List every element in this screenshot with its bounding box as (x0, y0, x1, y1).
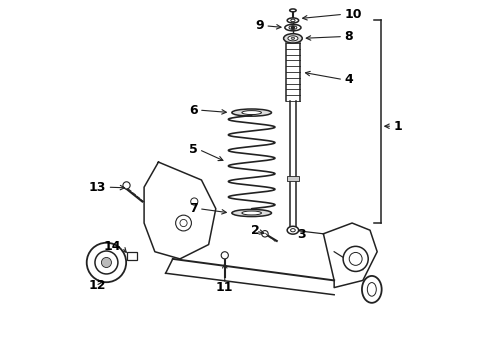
Ellipse shape (231, 109, 271, 116)
Ellipse shape (289, 9, 296, 12)
Ellipse shape (242, 211, 261, 215)
Circle shape (101, 257, 111, 267)
Ellipse shape (288, 26, 296, 30)
Circle shape (95, 251, 118, 274)
Text: 12: 12 (88, 279, 106, 292)
Ellipse shape (242, 111, 261, 114)
Ellipse shape (287, 36, 297, 41)
Bar (286, 176, 298, 181)
Text: 9: 9 (255, 19, 264, 32)
Circle shape (86, 243, 126, 282)
Circle shape (122, 182, 130, 189)
Text: 4: 4 (344, 73, 352, 86)
Text: 7: 7 (189, 202, 198, 215)
Ellipse shape (290, 37, 294, 40)
Text: 5: 5 (189, 143, 198, 156)
Text: 8: 8 (344, 30, 352, 43)
Text: 10: 10 (344, 8, 361, 21)
Circle shape (180, 220, 187, 226)
FancyBboxPatch shape (127, 252, 136, 260)
Text: 6: 6 (189, 104, 198, 117)
Ellipse shape (361, 276, 381, 303)
Ellipse shape (290, 229, 295, 232)
Circle shape (190, 198, 198, 205)
Text: 3: 3 (297, 228, 305, 241)
Circle shape (221, 252, 228, 259)
Ellipse shape (286, 18, 298, 23)
Ellipse shape (231, 210, 271, 217)
Ellipse shape (366, 283, 376, 296)
Ellipse shape (290, 19, 294, 22)
Circle shape (261, 230, 267, 237)
Circle shape (348, 252, 362, 265)
Circle shape (291, 26, 294, 29)
Ellipse shape (285, 24, 301, 31)
Text: 2: 2 (250, 224, 259, 237)
Text: 1: 1 (392, 120, 401, 133)
Text: 13: 13 (89, 181, 106, 194)
Circle shape (175, 215, 191, 231)
Text: 14: 14 (103, 240, 121, 253)
Text: 11: 11 (216, 281, 233, 294)
Circle shape (343, 246, 367, 271)
Ellipse shape (283, 34, 302, 43)
Ellipse shape (286, 226, 298, 234)
